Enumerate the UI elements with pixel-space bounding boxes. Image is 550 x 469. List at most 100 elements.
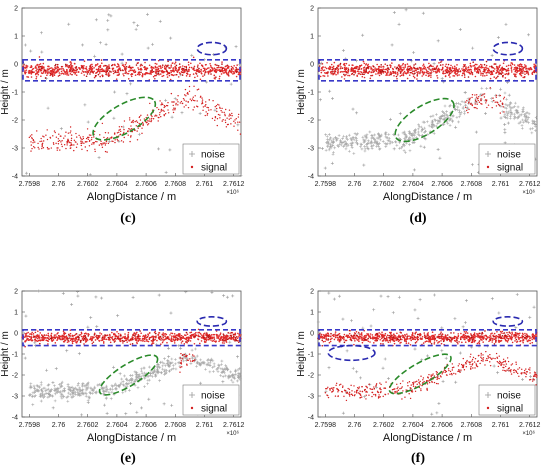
signal-point	[73, 62, 76, 65]
signal-point	[217, 64, 220, 67]
signal-point	[38, 337, 41, 339]
signal-point	[324, 66, 326, 69]
signal-point	[457, 369, 460, 371]
noise-point	[158, 19, 162, 23]
signal-point	[173, 336, 175, 339]
signal-point	[43, 136, 45, 138]
signal-point	[493, 63, 496, 65]
signal-point	[157, 334, 159, 336]
signal-point	[362, 60, 365, 63]
signal-point	[234, 70, 237, 73]
signal-point	[161, 102, 163, 104]
signal-point	[366, 71, 369, 74]
signal-point	[30, 71, 32, 73]
signal-point	[74, 141, 77, 143]
signal-point	[122, 73, 124, 75]
signal-point	[80, 140, 82, 142]
signal-point	[66, 72, 69, 74]
signal-point	[320, 67, 323, 69]
y-tick-label: 1	[14, 310, 18, 317]
signal-point	[351, 70, 353, 72]
signal-point	[360, 70, 362, 73]
signal-point	[525, 373, 528, 375]
signal-point	[196, 105, 198, 107]
signal-point	[173, 333, 176, 335]
signal-point	[58, 72, 61, 74]
signal-point	[203, 340, 206, 343]
noise-point	[164, 98, 168, 102]
noise-point	[236, 123, 240, 127]
signal-point	[61, 65, 64, 68]
signal-point	[232, 71, 235, 73]
signal-point	[26, 75, 28, 78]
signal-point	[456, 64, 458, 66]
signal-point	[119, 128, 121, 131]
signal-point	[486, 357, 488, 360]
signal-point	[226, 335, 229, 337]
signal-point	[379, 72, 381, 75]
signal-point	[201, 99, 204, 101]
signal-point	[383, 387, 385, 389]
signal-point	[389, 71, 392, 73]
signal-point	[95, 72, 97, 74]
signal-point	[193, 85, 195, 87]
signal-point	[208, 338, 210, 341]
signal-point	[460, 363, 463, 366]
signal-point	[124, 63, 127, 66]
signal-point	[200, 69, 203, 71]
signal-point	[515, 75, 517, 78]
signal-point	[170, 71, 172, 74]
noise-point	[29, 49, 33, 53]
signal-point	[24, 72, 27, 75]
signal-point	[322, 66, 324, 68]
signal-point	[503, 364, 505, 366]
signal-point	[104, 150, 107, 153]
signal-point	[30, 337, 32, 340]
signal-point	[520, 63, 523, 66]
signal-point	[487, 104, 490, 106]
signal-point	[517, 372, 519, 375]
signal-point	[204, 105, 206, 107]
signal-point	[111, 140, 113, 142]
signal-point	[354, 391, 356, 393]
signal-point	[224, 338, 227, 341]
signal-point	[161, 66, 164, 68]
signal-point	[80, 137, 82, 140]
signal-point	[187, 338, 190, 340]
signal-point	[428, 68, 430, 70]
signal-point	[384, 71, 387, 73]
signal-point	[99, 75, 101, 78]
signal-point	[410, 384, 412, 386]
signal-point	[34, 147, 36, 149]
signal-point	[93, 143, 95, 145]
signal-point	[39, 332, 42, 334]
signal-point	[70, 134, 73, 136]
signal-point	[127, 130, 129, 133]
signal-point	[119, 333, 122, 336]
signal-point	[119, 133, 122, 136]
signal-point	[370, 67, 373, 70]
signal-point	[216, 337, 218, 339]
signal-point	[150, 114, 152, 117]
signal-point	[429, 69, 432, 71]
signal-point	[205, 339, 208, 342]
signal-point	[168, 74, 171, 77]
signal-point	[420, 375, 422, 377]
signal-point	[151, 117, 153, 120]
signal-point	[224, 336, 227, 339]
signal-point	[475, 364, 478, 366]
signal-point	[393, 388, 396, 390]
signal-point	[177, 334, 179, 337]
signal-point	[217, 113, 220, 116]
noise-point	[67, 22, 71, 26]
signal-point	[402, 380, 404, 382]
signal-point	[385, 381, 387, 383]
signal-point	[24, 341, 26, 343]
signal-point	[147, 340, 150, 343]
signal-point	[100, 68, 103, 71]
signal-point	[41, 72, 44, 75]
signal-point	[210, 73, 212, 75]
signal-point	[343, 78, 346, 80]
signal-point	[483, 96, 486, 98]
signal-point	[85, 66, 88, 68]
